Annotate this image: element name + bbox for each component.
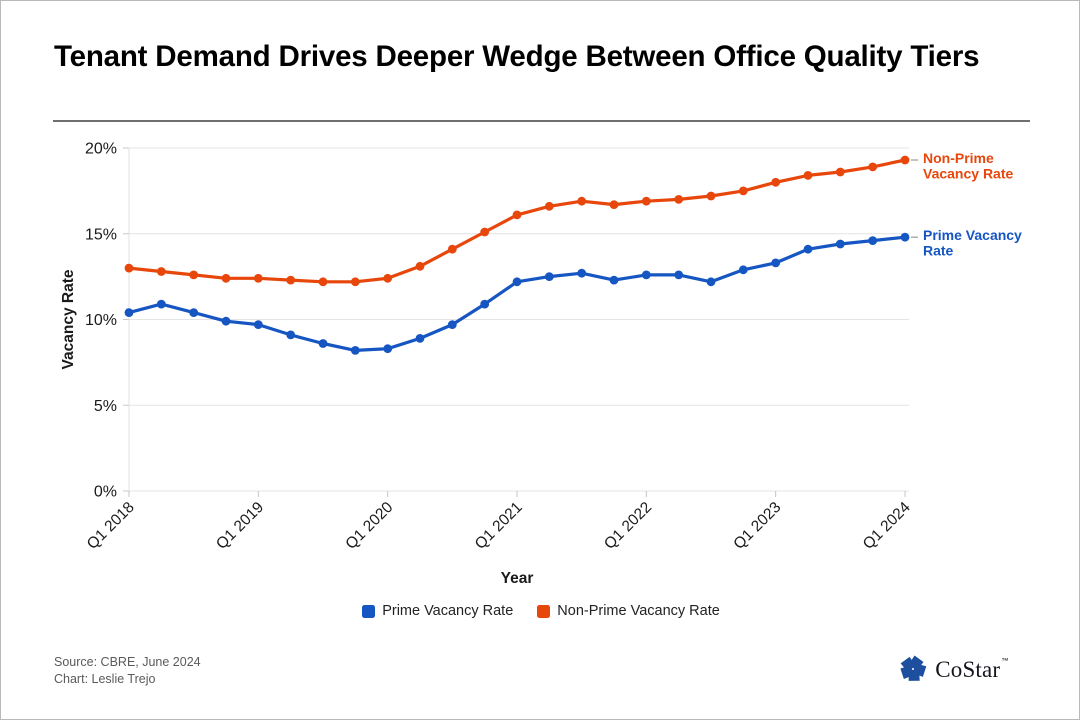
series-end-label-non-prime-vacancy-rate: Non-Prime: [923, 150, 994, 166]
data-point-prime-vacancy-rate: [641, 270, 651, 280]
data-point-prime-vacancy-rate: [124, 308, 134, 317]
legend-item-non-prime-vacancy-rate: Non-Prime Vacancy Rate: [537, 603, 720, 619]
data-point-non-prime-vacancy-rate: [221, 273, 231, 283]
series-line-prime-vacancy-rate: [127, 235, 907, 352]
data-point-non-prime-vacancy-rate: [771, 177, 781, 187]
data-point-prime-vacancy-rate: [480, 299, 490, 309]
data-point-prime-vacancy-rate: [544, 272, 554, 281]
data-point-prime-vacancy-rate: [253, 320, 263, 329]
data-point-non-prime-vacancy-rate: [286, 275, 296, 285]
title-divider: [53, 120, 1030, 122]
data-point-non-prime-vacancy-rate: [318, 277, 328, 287]
data-point-prime-vacancy-rate: [835, 239, 845, 249]
legend-label: Prime Vacancy Rate: [382, 603, 514, 619]
data-point-non-prime-vacancy-rate: [609, 200, 619, 210]
data-point-non-prime-vacancy-rate: [868, 162, 878, 172]
y-tick-label-15: 15%: [85, 226, 117, 243]
data-point-non-prime-vacancy-rate: [253, 273, 263, 283]
data-point-non-prime-vacancy-rate: [900, 155, 910, 165]
costar-logo: CoStar™: [898, 651, 1009, 687]
legend-label: Non-Prime Vacancy Rate: [557, 603, 720, 619]
data-point-prime-vacancy-rate: [415, 334, 425, 343]
legend-swatch-prime-vacancy-rate: [362, 604, 376, 618]
data-point-non-prime-vacancy-rate: [512, 210, 522, 220]
data-point-non-prime-vacancy-rate: [738, 186, 748, 196]
chart-legend: Prime Vacancy Rate Non-Prime Vacancy Rate: [1, 603, 1079, 619]
data-point-non-prime-vacancy-rate: [156, 267, 166, 276]
data-point-prime-vacancy-rate: [706, 277, 716, 287]
x-tick-label-q1-2020: Q1 2020: [342, 499, 396, 553]
data-point-non-prime-vacancy-rate: [480, 227, 490, 237]
data-point-non-prime-vacancy-rate: [835, 167, 845, 177]
data-point-non-prime-vacancy-rate: [803, 171, 813, 180]
x-axis-title: Year: [501, 570, 534, 587]
data-point-prime-vacancy-rate: [738, 265, 748, 275]
data-point-prime-vacancy-rate: [771, 258, 781, 268]
legend-swatch-non-prime-vacancy-rate: [537, 604, 551, 618]
source-note: Source: CBRE, June 2024 Chart: Leslie Tr…: [54, 654, 201, 688]
costar-pinwheel-icon: [900, 655, 927, 681]
data-point-prime-vacancy-rate: [674, 270, 684, 280]
chart-title: Tenant Demand Drives Deeper Wedge Betwee…: [54, 40, 980, 73]
data-point-prime-vacancy-rate: [868, 236, 878, 246]
x-tick-label-q1-2022: Q1 2022: [601, 499, 655, 553]
data-point-prime-vacancy-rate: [512, 277, 522, 287]
y-tick-label-20: 20%: [85, 141, 117, 158]
pinwheel-shard: [900, 656, 916, 673]
data-point-non-prime-vacancy-rate: [189, 270, 199, 280]
data-point-prime-vacancy-rate: [318, 339, 328, 348]
data-point-prime-vacancy-rate: [286, 330, 296, 340]
y-tick-label-0: 0%: [94, 484, 117, 501]
series-end-label-non-prime-vacancy-rate: Vacancy Rate: [923, 166, 1013, 182]
y-axis-title: Vacancy Rate: [60, 269, 77, 369]
source-line: Source: CBRE, June 2024: [54, 655, 201, 669]
series-end-label-prime-vacancy-rate: Prime Vacancy: [923, 227, 1022, 243]
data-point-non-prime-vacancy-rate: [674, 195, 684, 204]
data-point-non-prime-vacancy-rate: [415, 261, 425, 271]
credit-line: Chart: Leslie Trejo: [54, 672, 156, 686]
x-tick-label-q1-2023: Q1 2023: [730, 499, 784, 553]
data-point-prime-vacancy-rate: [350, 346, 360, 355]
data-point-non-prime-vacancy-rate: [447, 244, 457, 254]
data-point-prime-vacancy-rate: [577, 268, 587, 278]
data-point-non-prime-vacancy-rate: [577, 196, 587, 206]
data-point-non-prime-vacancy-rate: [544, 201, 554, 211]
data-point-non-prime-vacancy-rate: [124, 263, 134, 273]
x-tick-label-q1-2024: Q1 2024: [860, 499, 914, 553]
x-tick-label-q1-2021: Q1 2021: [472, 499, 526, 553]
x-tick-label-q1-2018: Q1 2018: [84, 499, 138, 553]
x-tick-label-q1-2019: Q1 2019: [213, 499, 267, 553]
data-point-prime-vacancy-rate: [156, 299, 166, 309]
data-point-non-prime-vacancy-rate: [706, 191, 716, 201]
y-tick-label-10: 10%: [85, 312, 117, 329]
data-point-prime-vacancy-rate: [221, 316, 231, 326]
series-end-label-prime-vacancy-rate: Rate: [923, 243, 954, 259]
trademark-symbol: ™: [1001, 655, 1009, 665]
data-point-non-prime-vacancy-rate: [641, 196, 651, 206]
data-point-prime-vacancy-rate: [189, 308, 199, 317]
data-point-prime-vacancy-rate: [383, 344, 393, 354]
data-point-prime-vacancy-rate: [900, 232, 910, 242]
y-tick-label-5: 5%: [94, 398, 117, 415]
data-point-non-prime-vacancy-rate: [383, 273, 393, 283]
data-point-prime-vacancy-rate: [447, 320, 457, 329]
costar-wordmark: CoStar™: [935, 655, 1009, 682]
data-point-prime-vacancy-rate: [803, 244, 813, 254]
series-line-non-prime-vacancy-rate: [127, 158, 907, 284]
data-point-non-prime-vacancy-rate: [350, 277, 360, 287]
legend-item-prime-vacancy-rate: Prime Vacancy Rate: [362, 603, 513, 619]
data-point-prime-vacancy-rate: [609, 275, 619, 285]
